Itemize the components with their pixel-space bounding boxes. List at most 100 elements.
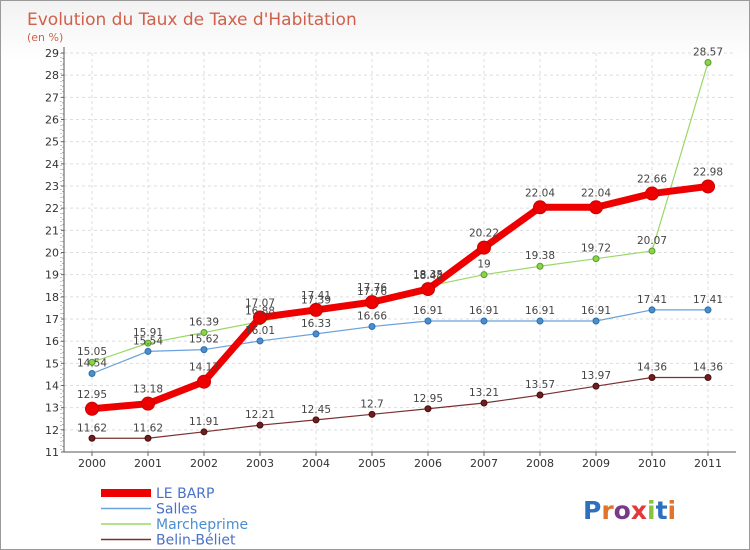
data-point-salles [312, 330, 320, 338]
data-point-le-barp [309, 302, 323, 317]
data-label-belin-b-liet: 14.36 [693, 362, 723, 374]
data-point-belin-b-liet [312, 416, 320, 424]
data-point-belin-b-liet [592, 382, 600, 390]
logo-letter: P [583, 496, 601, 525]
y-tick-label: 14 [45, 380, 59, 393]
y-tick-label: 23 [45, 180, 59, 193]
data-label-marcheprime: 18.48 [413, 270, 443, 282]
x-tick-label: 2003 [246, 457, 274, 470]
data-point-le-barp [533, 200, 547, 215]
data-label-belin-b-liet: 13.97 [581, 370, 611, 382]
data-label-salles: 16.33 [301, 318, 331, 330]
data-label-le-barp: 22.98 [693, 166, 723, 178]
x-tick-label: 2001 [134, 457, 162, 470]
data-label-salles: 14.54 [77, 358, 107, 370]
x-tick-label: 2006 [414, 457, 442, 470]
data-label-le-barp: 17.07 [245, 297, 275, 309]
data-label-belin-b-liet: 13.57 [525, 379, 555, 391]
data-label-marcheprime: 15.05 [77, 346, 107, 358]
data-label-le-barp: 17.76 [357, 282, 387, 294]
chart-subtitle: (en %) [27, 31, 63, 44]
data-label-belin-b-liet: 11.62 [133, 422, 163, 434]
data-label-marcheprime: 17.39 [301, 294, 331, 306]
data-label-salles: 16.01 [245, 325, 275, 337]
data-point-marcheprime [144, 339, 152, 347]
data-point-salles [88, 370, 96, 378]
data-label-marcheprime: 19.72 [581, 243, 611, 255]
x-tick-label: 2000 [78, 457, 106, 470]
grid [64, 52, 736, 453]
data-label-salles: 17.41 [637, 294, 667, 306]
data-point-marcheprime [536, 262, 544, 270]
data-label-marcheprime: 28.57 [693, 47, 723, 59]
y-tick-label: 17 [45, 313, 59, 326]
data-point-le-barp [365, 295, 379, 310]
y-tick-label: 11 [45, 446, 59, 459]
data-point-belin-b-liet [144, 434, 152, 442]
legend-label-salles: Salles [156, 502, 197, 518]
data-point-salles [592, 317, 600, 325]
data-point-marcheprime [200, 329, 208, 337]
data-label-marcheprime: 20.07 [637, 235, 667, 247]
data-point-belin-b-liet [536, 391, 544, 399]
data-label-marcheprime: 15.91 [133, 327, 163, 339]
data-point-le-barp [421, 282, 435, 297]
y-tick-label: 29 [45, 47, 59, 60]
y-tick-label: 26 [45, 114, 59, 127]
data-label-salles: 17.41 [693, 294, 723, 306]
x-tick-label: 2002 [190, 457, 218, 470]
data-point-belin-b-liet [368, 410, 376, 418]
y-tick-label: 13 [45, 402, 59, 415]
data-point-marcheprime [88, 358, 96, 366]
data-point-salles [480, 317, 488, 325]
data-label-marcheprime: 19.38 [525, 250, 555, 262]
logo-letter: o [614, 496, 631, 525]
x-tick-label: 2004 [302, 457, 330, 470]
x-tick-label: 2005 [358, 457, 386, 470]
logo-letter: t [656, 496, 668, 525]
x-tick-label: 2011 [694, 457, 722, 470]
data-point-le-barp [253, 310, 267, 325]
data-label-le-barp: 20.22 [469, 228, 499, 240]
logo-text: Proxiti [583, 496, 676, 525]
data-label-salles: 16.91 [525, 305, 555, 317]
data-point-salles [648, 306, 656, 314]
data-point-le-barp [645, 186, 659, 201]
data-point-salles [536, 317, 544, 325]
data-points [85, 59, 715, 442]
data-label-belin-b-liet: 12.45 [301, 404, 331, 416]
data-point-salles [704, 306, 712, 314]
data-point-le-barp [477, 240, 491, 255]
data-label-le-barp: 14.17 [189, 362, 219, 374]
logo-letter: x [631, 496, 647, 525]
data-label-salles: 16.91 [413, 305, 443, 317]
data-point-salles [144, 347, 152, 355]
data-label-le-barp: 17.41 [301, 290, 331, 302]
data-point-belin-b-liet [200, 428, 208, 436]
data-label-le-barp: 22.04 [581, 187, 611, 199]
data-label-le-barp: 22.66 [637, 174, 667, 186]
data-label-salles: 16.91 [581, 305, 611, 317]
data-point-belin-b-liet [256, 421, 264, 429]
legend-label-belin-b-liet: Belin-Béliet [156, 533, 236, 549]
data-point-le-barp [197, 374, 211, 389]
y-tick-label: 18 [45, 291, 59, 304]
data-label-belin-b-liet: 12.21 [245, 409, 275, 421]
y-tick-label: 20 [45, 247, 59, 260]
data-point-salles [368, 323, 376, 331]
x-tick-label: 2010 [638, 457, 666, 470]
data-label-belin-b-liet: 11.62 [77, 422, 107, 434]
data-label-le-barp: 22.04 [525, 187, 555, 199]
y-tick-label: 21 [45, 224, 59, 237]
legend-label-le-barp: LE BARP [156, 486, 214, 502]
data-label-belin-b-liet: 12.95 [413, 393, 443, 405]
data-label-marcheprime: 17.76 [357, 286, 387, 298]
y-tick-label: 24 [45, 158, 59, 171]
data-label-belin-b-liet: 13.21 [469, 387, 499, 399]
series-lines [88, 61, 712, 439]
data-label-salles: 15.54 [133, 335, 163, 347]
data-label-belin-b-liet: 11.91 [189, 416, 219, 428]
data-label-salles: 16.91 [469, 305, 499, 317]
